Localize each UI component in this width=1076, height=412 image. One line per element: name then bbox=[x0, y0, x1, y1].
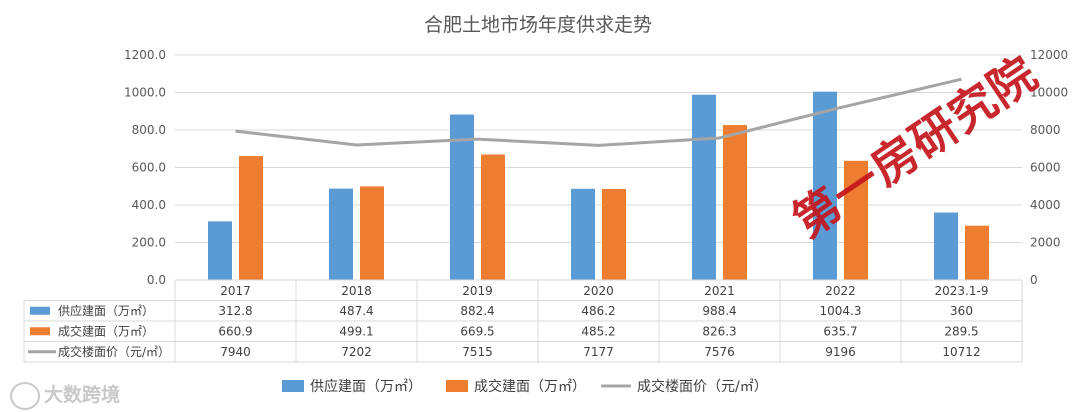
bar bbox=[239, 156, 263, 280]
table-cell-value: 7515 bbox=[462, 345, 493, 359]
x-tick-label: 2022 bbox=[825, 284, 856, 298]
table-cell-value: 486.2 bbox=[581, 304, 615, 318]
legend-label: 供应建面（万㎡） bbox=[310, 378, 422, 395]
bar bbox=[813, 91, 837, 280]
x-tick-label: 2018 bbox=[341, 284, 372, 298]
bar bbox=[208, 221, 232, 280]
grid-lines bbox=[175, 54, 1022, 281]
data-table: 2017 2018 2019 2020 2021 2022 2023.1-9 供应建面（万㎡）… bbox=[23, 279, 1023, 363]
x-tick-label: 2023.1-9 bbox=[935, 284, 989, 298]
bar bbox=[723, 125, 747, 280]
legend-label: 成交楼面价（元/㎡） bbox=[637, 378, 768, 395]
y-left-tick-label: 800.0 bbox=[132, 123, 166, 137]
legend-label: 成交建面（万㎡） bbox=[474, 378, 586, 395]
y-right-tick-label: 4000 bbox=[1030, 198, 1061, 212]
table-cell-value: 10712 bbox=[942, 345, 980, 359]
table-row-label: 成交楼面价（元/㎡） bbox=[58, 344, 170, 359]
x-tick-label: 2017 bbox=[220, 284, 251, 298]
table-cell-value: 635.7 bbox=[823, 324, 857, 338]
table-cell-value: 485.2 bbox=[581, 324, 615, 338]
x-tick-label: 2020 bbox=[583, 284, 614, 298]
table-cell-value: 660.9 bbox=[218, 324, 252, 338]
table-cell-value: 289.5 bbox=[944, 324, 978, 338]
table-cell-value: 499.1 bbox=[339, 324, 373, 338]
y-right-tick-label: 0 bbox=[1030, 273, 1038, 287]
legend-key bbox=[282, 380, 304, 392]
table-cell-value: 1004.3 bbox=[820, 304, 862, 318]
bar bbox=[934, 212, 958, 280]
y-left-tick-label: 1000.0 bbox=[124, 86, 166, 100]
y-right-tick-label: 8000 bbox=[1030, 123, 1061, 137]
line-series bbox=[235, 77, 962, 147]
table-cell-value: 360 bbox=[950, 304, 973, 318]
y-left-tick-label: 0.0 bbox=[147, 273, 166, 287]
logo-text: 大数跨境 bbox=[44, 385, 121, 406]
table-cell-value: 312.8 bbox=[218, 304, 252, 318]
bar-series bbox=[208, 91, 989, 280]
x-tick-label: 2021 bbox=[704, 284, 735, 298]
x-tick-label: 2019 bbox=[462, 284, 493, 298]
table-legend-key bbox=[30, 306, 50, 315]
y-left-tick-label: 1200.0 bbox=[124, 48, 166, 62]
table-row-label: 供应建面（万㎡） bbox=[58, 303, 154, 318]
bar bbox=[602, 189, 626, 280]
y-left-tick-label: 400.0 bbox=[132, 198, 166, 212]
chart-title: 合肥土地市场年度供求走势 bbox=[424, 14, 652, 36]
bar bbox=[571, 188, 595, 280]
table-cell-value: 7202 bbox=[341, 345, 372, 359]
y-right-tick-label: 10000 bbox=[1030, 86, 1068, 100]
table-cell-value: 7576 bbox=[704, 345, 735, 359]
table-cell-value: 882.4 bbox=[460, 304, 494, 318]
table-cell-value: 7940 bbox=[220, 345, 251, 359]
table-cell-value: 826.3 bbox=[702, 324, 736, 338]
y-right-tick-label: 2000 bbox=[1030, 236, 1061, 250]
bar bbox=[360, 186, 384, 280]
bar bbox=[481, 154, 505, 280]
logo-icon bbox=[10, 381, 40, 410]
bar bbox=[692, 94, 716, 280]
table-legend-key bbox=[30, 327, 50, 336]
bar bbox=[450, 114, 474, 280]
table-cell-value: 988.4 bbox=[702, 304, 736, 318]
y-axis-left: 0.0 200.0 400.0 600.0 800.0 1000.0 1200.0 bbox=[124, 48, 166, 287]
table-cell-value: 9196 bbox=[825, 345, 856, 359]
y-axis-right: 0 2000 4000 6000 8000 10000 12000 bbox=[1030, 48, 1068, 287]
table-row-label: 成交建面（万㎡） bbox=[58, 323, 154, 338]
series-line bbox=[235, 77, 962, 147]
y-right-tick-label: 12000 bbox=[1030, 48, 1068, 62]
table-cell-value: 669.5 bbox=[460, 324, 494, 338]
legend-key bbox=[446, 380, 468, 392]
brand-logo: 大数跨境 bbox=[10, 380, 120, 410]
table-cell-value: 7177 bbox=[583, 345, 614, 359]
bar bbox=[329, 188, 353, 280]
bar bbox=[844, 160, 868, 280]
legend: 供应建面（万㎡） 成交建面（万㎡） 成交楼面价（元/㎡） bbox=[282, 378, 768, 395]
y-left-tick-label: 600.0 bbox=[132, 161, 166, 175]
bar bbox=[965, 225, 989, 280]
y-left-tick-label: 200.0 bbox=[132, 236, 166, 250]
table-cell-value: 487.4 bbox=[339, 304, 373, 318]
y-right-tick-label: 6000 bbox=[1030, 161, 1061, 175]
